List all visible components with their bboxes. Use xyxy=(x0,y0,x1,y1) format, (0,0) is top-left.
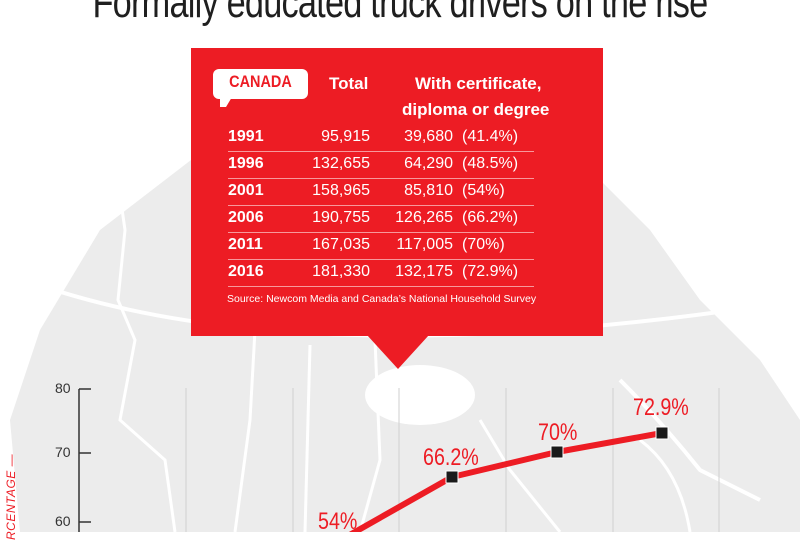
region-label: CANADA xyxy=(229,72,292,91)
source-note: Source: Newcom Media and Canada’s Nation… xyxy=(227,293,537,305)
table-row: 2011 167,035 117,005 (70%) xyxy=(228,234,534,260)
y-axis-label: RCENTAGE — xyxy=(4,453,18,540)
table-row: 1996 132,655 64,290 (48.5%) xyxy=(228,153,534,179)
table-row: 2016 181,330 132,175 (72.9%) xyxy=(228,261,534,287)
y-tick-70: 70 xyxy=(55,444,71,460)
y-axis xyxy=(78,388,91,532)
table-row: 1991 95,915 39,680 (41.4%) xyxy=(228,126,534,152)
point-label-2016: 72.9% xyxy=(633,394,689,421)
header-total: Total xyxy=(329,74,369,93)
marker-2016 xyxy=(655,426,669,440)
point-label-2001: 54% xyxy=(318,508,358,535)
table-row: 2001 158,965 85,810 (54%) xyxy=(228,180,534,206)
chart-title: Formally educated truck drivers on the r… xyxy=(92,0,708,27)
marker-2011 xyxy=(550,445,564,459)
point-label-2006: 66.2% xyxy=(423,444,479,471)
header-certified-2: diploma or degree xyxy=(402,100,550,119)
grid-lines xyxy=(185,388,720,532)
marker-2006 xyxy=(445,470,459,484)
panel-pointer xyxy=(367,335,429,369)
y-tick-80: 80 xyxy=(55,380,71,396)
data-line xyxy=(348,430,663,532)
region-bubble-tail xyxy=(220,97,232,107)
y-tick-60: 60 xyxy=(55,513,71,529)
header-certified-1: With certificate, xyxy=(415,74,542,93)
region-bubble xyxy=(213,69,308,99)
point-label-2011: 70% xyxy=(538,419,578,446)
table-row: 2006 190,755 126,265 (66.2%) xyxy=(228,207,534,233)
